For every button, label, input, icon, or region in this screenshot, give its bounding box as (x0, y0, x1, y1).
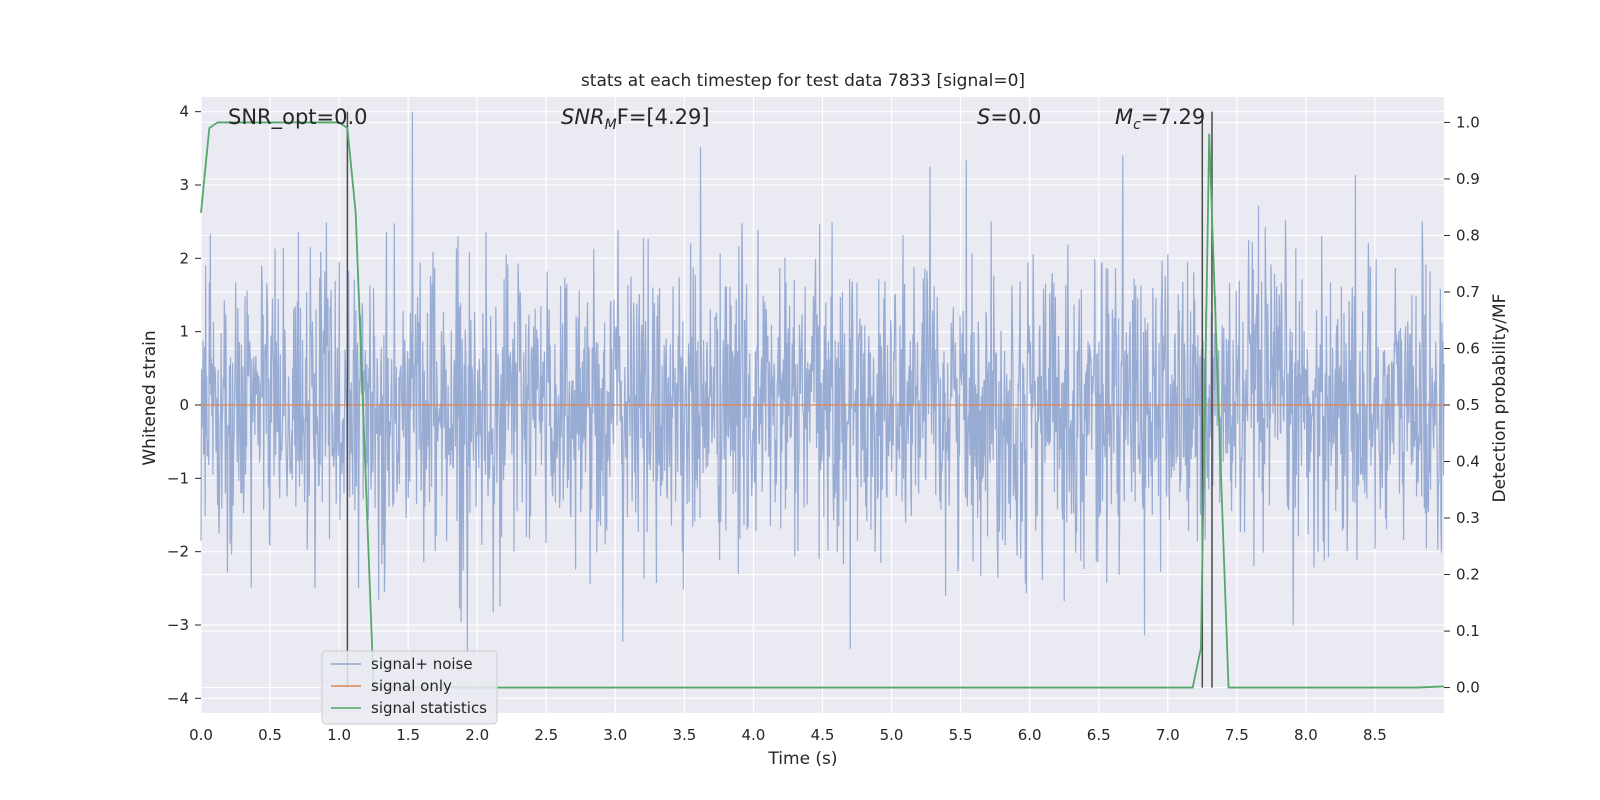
x-tick-label: 0.5 (258, 726, 282, 744)
y2-tick-label: 0.1 (1456, 622, 1480, 640)
x-tick-label: 3.5 (672, 726, 696, 744)
x-tick-label: 2.5 (534, 726, 558, 744)
annotation-mc-var: M (1115, 105, 1133, 129)
y2-tick-label: 0.6 (1456, 339, 1480, 357)
x-tick-label: 7.5 (1225, 726, 1249, 744)
annotation-mc: Mc=7.29 (1115, 105, 1205, 133)
x-tick-label: 7.0 (1156, 726, 1180, 744)
x-tick-label: 4.0 (742, 726, 766, 744)
y-tick-label: 0 (179, 396, 189, 414)
y2-tick-label: 0.8 (1456, 226, 1480, 244)
y-tick-label: −3 (167, 616, 189, 634)
x-tick-label: 0.0 (189, 726, 213, 744)
y2-tick-label: 0.7 (1456, 283, 1480, 301)
legend: signal+ noise signal only signal statist… (321, 650, 498, 725)
legend-label-noise: signal+ noise (371, 655, 473, 673)
y2-tick-label: 0.9 (1456, 170, 1480, 188)
y-tick-label: 2 (179, 249, 189, 267)
noise-series (200, 111, 1445, 653)
x-tick-labels: 0.0 0.5 1.0 1.5 2.0 2.5 3.0 3.5 4.0 4.5 5.0 5.5 6.0 6… (189, 726, 1387, 744)
y2-tick-label: 0.4 (1456, 453, 1480, 471)
y2-tick-label: 0.2 (1456, 566, 1480, 584)
y-tick-label: −2 (167, 543, 189, 561)
x-tick-label: 5.0 (880, 726, 904, 744)
x-axis-label: Time (s) (767, 749, 837, 769)
annotation-mc-sub: c (1133, 117, 1141, 133)
y2-tick-labels: 1.0 0.9 0.8 0.7 0.6 0.5 0.4 0.3 0.2 0.1 0.0 (1444, 113, 1480, 697)
x-tick-label: 1.0 (327, 726, 351, 744)
y-tick-label: 3 (179, 176, 189, 194)
annotation-s: S=0.0 (977, 105, 1041, 129)
x-tick-label: 1.5 (396, 726, 420, 744)
chart-title: stats at each timestep for test data 783… (581, 71, 1025, 91)
annotation-mc-rest: =7.29 (1141, 105, 1205, 129)
y2-tick-label: 0.5 (1456, 396, 1480, 414)
y-tick-label: 4 (179, 103, 189, 121)
y-axis-label: Whitened strain (140, 330, 160, 465)
y-tick-label: 1 (179, 323, 189, 341)
x-tick-label: 2.0 (465, 726, 489, 744)
y2-tick-label: 0.0 (1456, 679, 1480, 697)
x-tick-label: 6.5 (1087, 726, 1111, 744)
legend-box (321, 650, 498, 725)
x-tick-label: 3.0 (603, 726, 627, 744)
y-tick-label: −4 (167, 689, 189, 707)
annotation-snr-opt: SNR_opt=0.0 (228, 105, 368, 130)
annotation-snr-mf: SNRMF=[4.29] (561, 105, 710, 133)
x-tick-label: 4.5 (811, 726, 835, 744)
y-tick-labels: 4 3 2 1 0 −1 −2 −3 −4 (167, 103, 201, 707)
y-tick-label: −1 (167, 469, 189, 487)
x-tick-label: 6.0 (1018, 726, 1042, 744)
legend-label-stats: signal statistics (371, 699, 487, 717)
y2-tick-label: 1.0 (1456, 113, 1480, 131)
x-tick-label: 5.5 (949, 726, 973, 744)
x-tick-label: 8.0 (1294, 726, 1318, 744)
annotation-snr-mf-rest: F=[4.29] (617, 105, 710, 129)
annotation-s-var: S (977, 105, 990, 129)
legend-label-signal: signal only (371, 677, 452, 695)
x-tick-label: 8.5 (1363, 726, 1387, 744)
annotation-s-rest: =0.0 (990, 105, 1041, 129)
annotation-snr-mf-base: SNR (561, 105, 605, 129)
annotation-snr-mf-sub: M (605, 117, 617, 133)
y2-axis-label: Detection probability/MF (1490, 294, 1510, 503)
y2-tick-label: 0.3 (1456, 509, 1480, 527)
noise-line (200, 111, 1445, 653)
